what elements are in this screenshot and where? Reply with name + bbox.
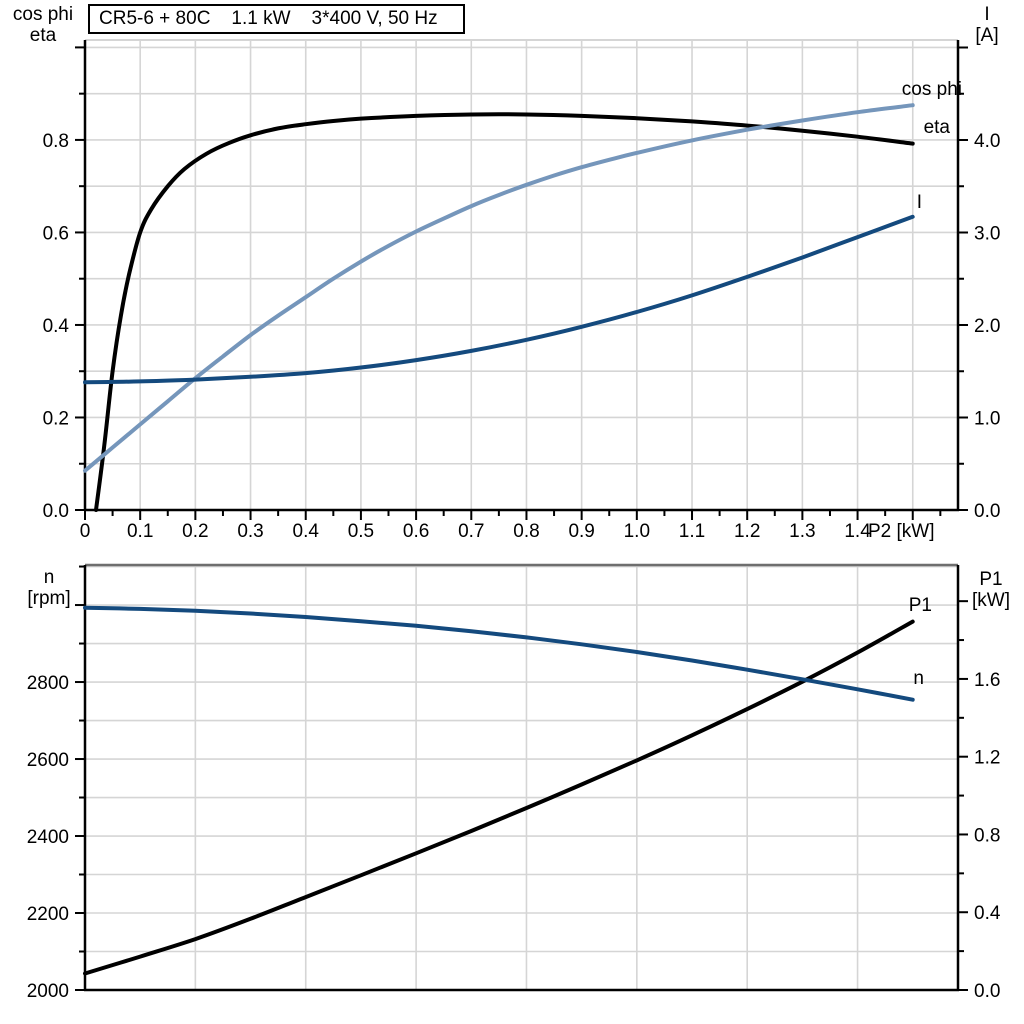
axes xyxy=(83,565,960,992)
tick-label: 4.0 xyxy=(974,131,1000,152)
tick-label: 2.0 xyxy=(974,316,1000,337)
tick-label: 0.0 xyxy=(974,501,1000,522)
chart-title-box: CR5-6 + 80C 1.1 kW 3*400 V, 50 Hz xyxy=(88,4,465,34)
tick-labels: 2000 2200 2400 2600 2800 0.0 0.4 0.8 1.2 1.6 xyxy=(27,670,1001,1002)
tick-label: 0.5 xyxy=(348,521,374,542)
tick-label: 0 xyxy=(80,521,91,542)
tick-label: 0.3 xyxy=(237,521,263,542)
tick-label: 0.0 xyxy=(974,981,1000,1002)
top-left-axis-title: cos phi eta xyxy=(4,4,82,46)
gridlines xyxy=(85,40,958,510)
ticks xyxy=(75,46,968,520)
top-right-axis-title: I [A] xyxy=(962,4,1012,46)
tick-label: 1.4 xyxy=(844,521,871,542)
axis-title-speed: n xyxy=(43,567,55,588)
tick-label: 1.0 xyxy=(974,408,1000,429)
current-curve-label: I xyxy=(917,192,922,213)
tick-label: 1.2 xyxy=(734,521,760,542)
title-supply: 3*400 V, 50 Hz xyxy=(311,8,438,29)
axes xyxy=(83,40,960,512)
axis-title-current-unit: [A] xyxy=(975,25,999,46)
bottom-right-axis-title: P1 [kW] xyxy=(962,569,1020,611)
speed-curve-label: n xyxy=(913,668,924,689)
tick-label: 2600 xyxy=(27,750,69,771)
bottom-left-axis-title: n [rpm] xyxy=(17,567,81,609)
axis-title-cos-phi: cos phi xyxy=(12,4,74,25)
tick-label: 0.4 xyxy=(43,316,70,337)
cos-phi-curve xyxy=(83,103,915,473)
tick-label: 1.1 xyxy=(679,521,705,542)
motor-bottom-chart: 2000 2200 2400 2600 2800 0.0 0.4 0.8 1.2 1.6 P1 n xyxy=(27,563,1001,1002)
axis-title-current: I xyxy=(984,4,990,25)
axis-title-p1-unit: [kW] xyxy=(972,590,1010,611)
tick-label: 1.2 xyxy=(974,748,1000,769)
tick-label: 3.0 xyxy=(974,223,1000,244)
p1-curve-label: P1 xyxy=(909,595,932,616)
tick-label: 0.6 xyxy=(403,521,429,542)
title-power: 1.1 kW xyxy=(231,8,291,29)
motor-top-chart: 0.0 0.2 0.4 0.6 0.8 0.0 1.0 2.0 3.0 4.0 0 0.1 0.2 0.3… xyxy=(43,39,1001,542)
tick-label: 2400 xyxy=(27,827,69,848)
tick-label: 2200 xyxy=(27,904,69,925)
x-axis-unit-label: P2 [kW] xyxy=(868,521,935,542)
tick-label: 0.1 xyxy=(127,521,153,542)
title-model: CR5-6 + 80C xyxy=(99,8,211,29)
tick-label: 1.0 xyxy=(624,521,650,542)
speed-curve xyxy=(83,605,915,702)
tick-label: 0.4 xyxy=(974,903,1001,924)
tick-labels: 0.0 0.2 0.4 0.6 0.8 0.0 1.0 2.0 3.0 4.0 0 0.1 0.2 0.3… xyxy=(43,131,1001,542)
tick-label: 0.6 xyxy=(43,223,69,244)
p1-curve xyxy=(83,619,915,976)
tick-label: 0.8 xyxy=(513,521,539,542)
tick-label: 0.9 xyxy=(568,521,594,542)
axis-title-p1: P1 xyxy=(979,569,1003,590)
axis-title-eta: eta xyxy=(29,25,57,46)
eta-curve xyxy=(94,112,915,512)
tick-label: 0.8 xyxy=(43,131,69,152)
tick-label: 0.2 xyxy=(182,521,208,542)
tick-label: 1.6 xyxy=(974,670,1000,691)
tick-label: 0.7 xyxy=(458,521,484,542)
current-curve xyxy=(83,214,915,385)
tick-label: 2000 xyxy=(27,981,69,1002)
tick-label: 0.4 xyxy=(293,521,320,542)
tick-label: 1.3 xyxy=(789,521,815,542)
tick-label: 0.0 xyxy=(43,501,69,522)
ticks xyxy=(75,565,968,991)
tick-label: 0.2 xyxy=(43,408,69,429)
tick-label: 2800 xyxy=(27,673,69,694)
tick-label: 0.8 xyxy=(974,825,1000,846)
eta-curve-label: eta xyxy=(924,117,951,138)
gridlines xyxy=(85,565,958,990)
cos-phi-curve-label: cos phi xyxy=(902,79,962,100)
axis-title-speed-unit: [rpm] xyxy=(27,588,71,609)
